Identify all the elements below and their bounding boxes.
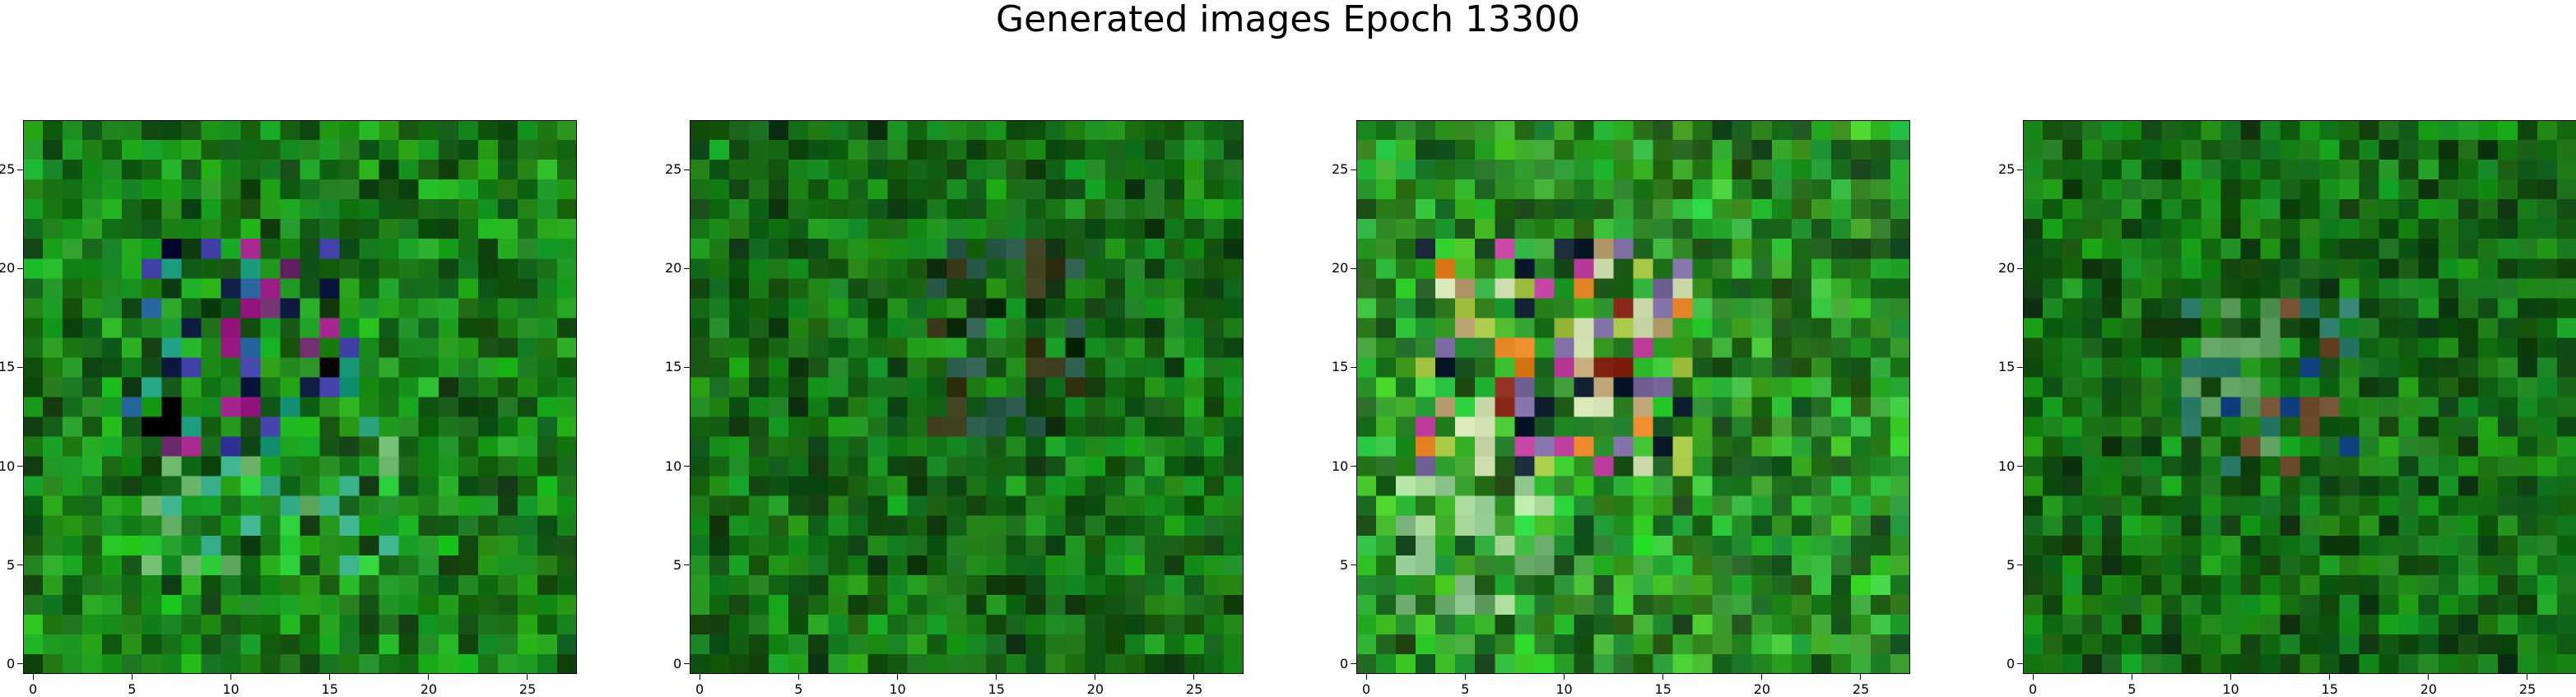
x-tick-label: 5 bbox=[128, 682, 136, 697]
x-tick bbox=[1761, 674, 1762, 680]
x-tick-label: 20 bbox=[2420, 682, 2437, 697]
x-tick-label: 15 bbox=[322, 682, 338, 697]
y-tick-label: 20 bbox=[0, 261, 15, 276]
x-tick bbox=[527, 674, 528, 680]
image-panel-4: 0 5 10 15 20 25 0 5 10 15 20 25 bbox=[2023, 120, 2576, 674]
x-tick-label: 15 bbox=[988, 682, 1005, 697]
x-tick bbox=[2230, 674, 2231, 680]
x-tick-label: 25 bbox=[1186, 682, 1202, 697]
y-tick-label: 15 bbox=[1998, 360, 2015, 374]
axes-frame bbox=[690, 120, 1244, 674]
x-tick bbox=[1662, 674, 1663, 680]
y-tick-label: 10 bbox=[0, 459, 15, 474]
x-tick bbox=[2329, 674, 2330, 680]
y-tick bbox=[17, 367, 23, 368]
y-tick bbox=[1351, 663, 1356, 664]
x-tick-label: 10 bbox=[222, 682, 239, 697]
y-tick-label: 20 bbox=[665, 261, 681, 276]
axes-frame bbox=[2023, 120, 2576, 674]
x-tick-label: 20 bbox=[421, 682, 437, 697]
y-tick-label: 15 bbox=[1332, 360, 1348, 374]
y-tick-label: 5 bbox=[7, 558, 15, 573]
y-tick bbox=[1351, 367, 1356, 368]
x-tick bbox=[897, 674, 898, 680]
y-tick-label: 5 bbox=[2006, 558, 2015, 573]
y-tick-label: 0 bbox=[1340, 657, 1348, 671]
x-tick bbox=[996, 674, 997, 680]
y-tick-label: 10 bbox=[1332, 459, 1348, 474]
x-tick-label: 10 bbox=[2222, 682, 2239, 697]
axes-frame bbox=[23, 120, 577, 674]
x-tick-label: 10 bbox=[1555, 682, 1572, 697]
y-tick-label: 0 bbox=[7, 657, 15, 671]
y-tick-label: 20 bbox=[1332, 261, 1348, 276]
y-tick bbox=[2017, 268, 2023, 269]
y-tick bbox=[1351, 466, 1356, 467]
y-tick-label: 10 bbox=[665, 459, 681, 474]
x-tick-label: 0 bbox=[2029, 682, 2037, 697]
y-tick-label: 25 bbox=[0, 162, 15, 177]
y-tick bbox=[684, 466, 690, 467]
x-tick-label: 5 bbox=[794, 682, 802, 697]
x-tick-label: 25 bbox=[1853, 682, 1869, 697]
x-tick-label: 20 bbox=[1087, 682, 1104, 697]
y-tick-label: 25 bbox=[1998, 162, 2015, 177]
y-tick-label: 10 bbox=[1998, 459, 2015, 474]
x-tick bbox=[230, 674, 231, 680]
y-tick-label: 0 bbox=[2006, 657, 2015, 671]
y-tick bbox=[17, 663, 23, 664]
y-tick bbox=[17, 268, 23, 269]
y-tick bbox=[684, 268, 690, 269]
x-tick-label: 10 bbox=[889, 682, 905, 697]
x-tick-label: 0 bbox=[1362, 682, 1370, 697]
x-tick-label: 15 bbox=[2322, 682, 2338, 697]
y-tick bbox=[17, 466, 23, 467]
y-tick bbox=[684, 367, 690, 368]
x-tick bbox=[2428, 674, 2429, 680]
x-tick bbox=[1465, 674, 1466, 680]
x-tick bbox=[1564, 674, 1565, 680]
y-tick-label: 15 bbox=[0, 360, 15, 374]
x-tick-label: 20 bbox=[1754, 682, 1770, 697]
y-tick-label: 25 bbox=[665, 162, 681, 177]
x-tick-label: 0 bbox=[29, 682, 37, 697]
x-tick bbox=[1193, 674, 1194, 680]
y-tick bbox=[2017, 367, 2023, 368]
y-tick bbox=[1351, 268, 1356, 269]
x-tick-label: 5 bbox=[1461, 682, 1469, 697]
x-tick bbox=[329, 674, 330, 680]
x-tick bbox=[33, 674, 34, 680]
y-tick bbox=[684, 663, 690, 664]
x-tick-label: 25 bbox=[2519, 682, 2536, 697]
x-tick-label: 25 bbox=[519, 682, 536, 697]
y-tick-label: 5 bbox=[673, 558, 681, 573]
x-tick bbox=[2033, 674, 2034, 680]
image-panel-3: 0 5 10 15 20 25 0 5 10 15 20 25 bbox=[1356, 120, 1910, 674]
image-panel-1: 0 5 10 15 20 25 0 5 10 15 20 25 bbox=[23, 120, 577, 674]
x-tick-label: 15 bbox=[1655, 682, 1672, 697]
x-tick bbox=[1860, 674, 1861, 680]
x-tick bbox=[1366, 674, 1367, 680]
x-tick bbox=[132, 674, 133, 680]
y-tick-label: 0 bbox=[673, 657, 681, 671]
y-tick-label: 20 bbox=[1998, 261, 2015, 276]
y-tick-label: 5 bbox=[1340, 558, 1348, 573]
y-tick-label: 15 bbox=[665, 360, 681, 374]
y-tick bbox=[2017, 663, 2023, 664]
image-panel-2: 0 5 10 15 20 25 0 5 10 15 20 25 bbox=[690, 120, 1244, 674]
y-tick bbox=[2017, 466, 2023, 467]
axes-frame bbox=[1356, 120, 1910, 674]
x-tick bbox=[798, 674, 799, 680]
x-tick bbox=[428, 674, 429, 680]
figure-title: Generated images Epoch 13300 bbox=[0, 0, 2576, 41]
x-tick-label: 0 bbox=[695, 682, 704, 697]
y-tick-label: 25 bbox=[1332, 162, 1348, 177]
x-tick-label: 5 bbox=[2127, 682, 2136, 697]
